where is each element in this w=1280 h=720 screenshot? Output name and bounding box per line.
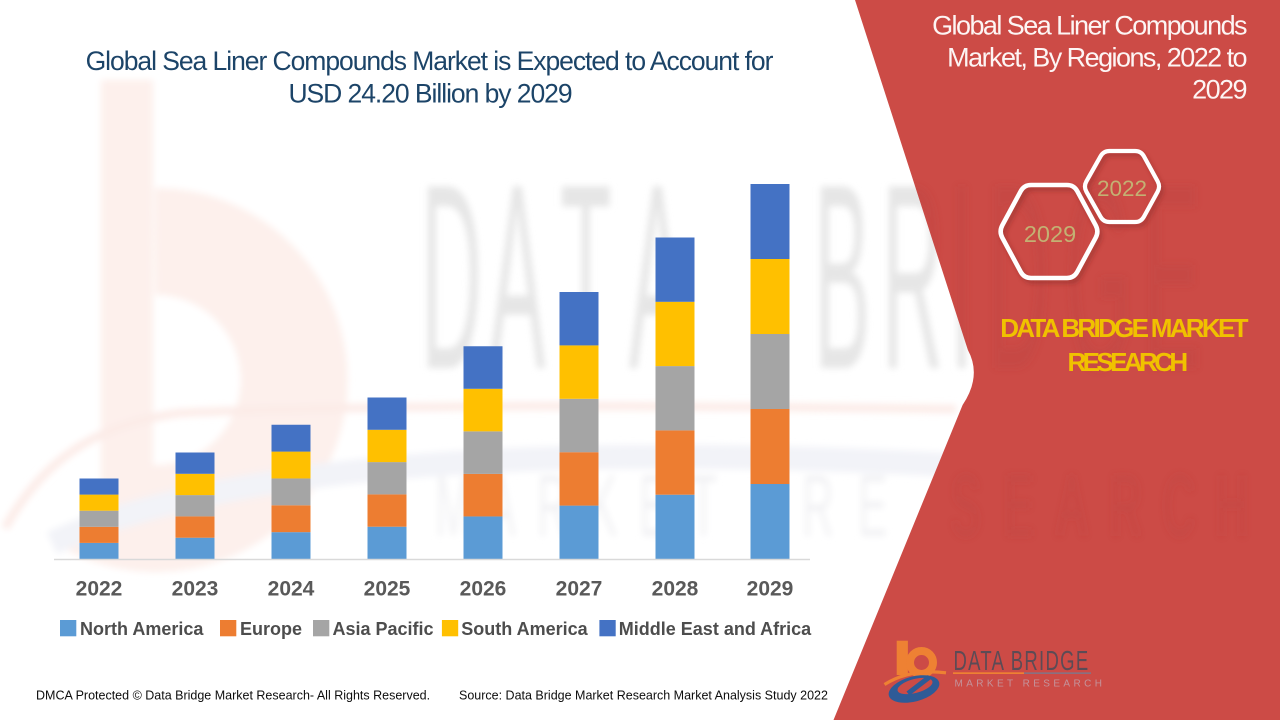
- svg-text:B: B: [814, 130, 870, 425]
- svg-text:Middle East and Africa: Middle East and Africa: [619, 619, 812, 639]
- svg-text:E: E: [858, 456, 887, 555]
- svg-text:2027: 2027: [556, 578, 603, 601]
- svg-text:A: A: [1057, 456, 1087, 555]
- svg-text:E: E: [1144, 130, 1200, 425]
- svg-text:2024: 2024: [268, 578, 315, 601]
- svg-text:Global Sea Liner Compounds Mar: Global Sea Liner Compounds Market is Exp…: [86, 46, 774, 76]
- svg-text:H: H: [1216, 456, 1248, 555]
- svg-text:RESEARCH: RESEARCH: [1067, 347, 1187, 377]
- svg-text:R: R: [802, 456, 834, 555]
- svg-text:USD 24.20 Billion by 2029: USD 24.20 Billion by 2029: [288, 79, 571, 109]
- svg-text:Global Sea Liner Compounds: Global Sea Liner Compounds: [932, 11, 1247, 41]
- svg-text:2028: 2028: [652, 578, 699, 601]
- svg-text:2026: 2026: [460, 578, 507, 601]
- svg-text:DATA BRIDGE: DATA BRIDGE: [954, 646, 1090, 677]
- svg-text:North America: North America: [80, 619, 204, 639]
- svg-text:E: E: [1004, 456, 1033, 555]
- svg-text:2029: 2029: [1192, 75, 1246, 105]
- svg-text:2029: 2029: [747, 578, 794, 601]
- svg-text:C: C: [1163, 456, 1195, 555]
- svg-text:2029: 2029: [1024, 221, 1076, 247]
- svg-text:R: R: [1110, 456, 1142, 555]
- svg-text:Asia Pacific: Asia Pacific: [333, 619, 434, 639]
- svg-text:2022: 2022: [76, 578, 123, 601]
- svg-text:S: S: [951, 456, 980, 555]
- svg-text:Europe: Europe: [240, 619, 302, 639]
- svg-text:2023: 2023: [172, 578, 219, 601]
- svg-text:Source: Data Bridge Market Res: Source: Data Bridge Market Research Mark…: [459, 689, 828, 703]
- svg-text:South America: South America: [461, 619, 588, 639]
- svg-text:Market, By Regions, 2022 to: Market, By Regions, 2022 to: [947, 43, 1246, 73]
- svg-text:MARKET RESEARCH: MARKET RESEARCH: [955, 679, 1106, 690]
- svg-text:2025: 2025: [364, 578, 411, 601]
- svg-text:2022: 2022: [1097, 176, 1147, 201]
- svg-text:DMCA Protected © Data Bridge M: DMCA Protected © Data Bridge Market Rese…: [36, 689, 430, 703]
- svg-text:DATA BRIDGE MARKET: DATA BRIDGE MARKET: [1000, 313, 1248, 343]
